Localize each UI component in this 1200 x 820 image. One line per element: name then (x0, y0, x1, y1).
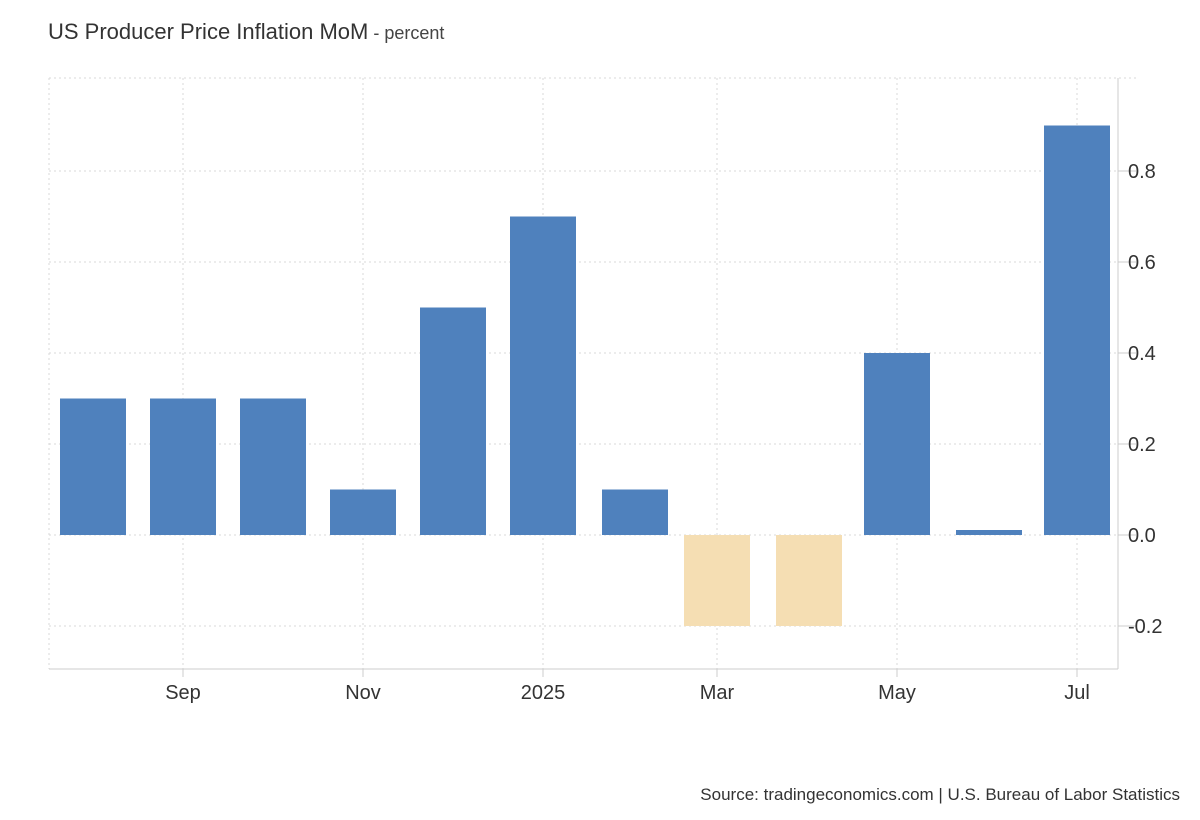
axes (49, 78, 1136, 677)
tick-labels: -0.2 0.0 0.2 0.4 0.6 0.8 Sep Nov 2025 Mar May Jul (165, 161, 1162, 704)
y-tick-label: 0.2 (1128, 434, 1156, 456)
chart-subtitle: percent (384, 23, 445, 43)
chart-title-row: US Producer Price Inflation MoM - percen… (48, 19, 444, 45)
bar (150, 398, 216, 535)
chart-title: US Producer Price Inflation MoM (48, 19, 369, 44)
bar (684, 535, 750, 626)
y-tick-label: 0.4 (1128, 343, 1156, 365)
bar (330, 489, 396, 535)
bar-chart: -0.2 0.0 0.2 0.4 0.6 0.8 Sep Nov 2025 Mar May Jul (48, 77, 1162, 704)
bar (864, 353, 930, 535)
bar (602, 489, 668, 535)
bar (1044, 125, 1110, 535)
chart-title-separator: - (368, 23, 385, 43)
bar (420, 307, 486, 535)
y-tick-label: 0.0 (1128, 525, 1156, 547)
x-tick-label: Sep (165, 682, 201, 704)
x-tick-label: 2025 (521, 682, 566, 704)
x-tick-label: Nov (345, 682, 381, 704)
y-tick-label: -0.2 (1128, 616, 1162, 638)
x-tick-label: Jul (1064, 682, 1090, 704)
bar (60, 398, 126, 535)
bars (60, 125, 1110, 626)
y-tick-label: 0.8 (1128, 161, 1156, 183)
source-note: Source: tradingeconomics.com | U.S. Bure… (700, 785, 1180, 804)
x-tick-label: Mar (700, 682, 735, 704)
grid-lines (48, 77, 1138, 669)
bar (956, 530, 1022, 535)
bar (240, 398, 306, 535)
y-tick-label: 0.6 (1128, 252, 1156, 274)
x-tick-label: May (878, 682, 916, 704)
bar (776, 535, 842, 626)
bar (510, 216, 576, 535)
